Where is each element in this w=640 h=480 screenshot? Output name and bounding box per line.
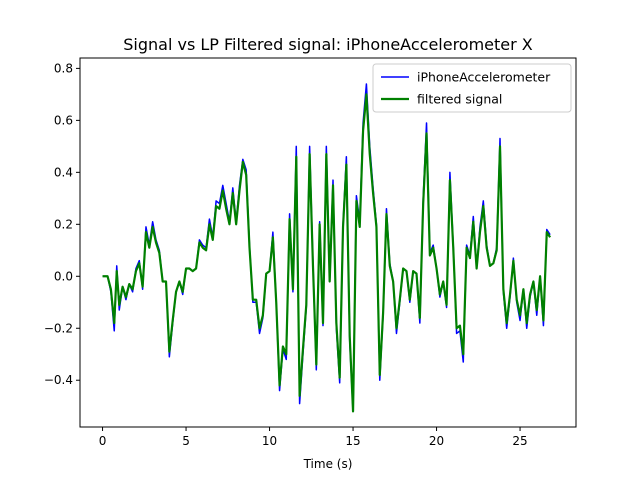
y-tick-label: 0.0 — [54, 269, 73, 283]
x-tick-label: 0 — [99, 434, 107, 448]
legend-label-2: filtered signal — [417, 92, 502, 107]
legend: iPhoneAccelerometer filtered signal — [372, 63, 572, 113]
legend-label-1: iPhoneAccelerometer — [417, 70, 551, 85]
y-tick-label: 0.2 — [54, 217, 73, 231]
axes-frame — [79, 57, 577, 428]
x-axis: 0 5 10 15 20 25 — [99, 427, 528, 448]
y-tick-label: 0.8 — [54, 61, 73, 75]
chart-title: Signal vs LP Filtered signal: iPhoneAcce… — [123, 35, 533, 54]
x-tick-label: 25 — [512, 434, 527, 448]
plot-area — [79, 57, 577, 428]
series-line-2 — [102, 93, 552, 413]
x-tick-label: 20 — [429, 434, 444, 448]
x-tick-label: 10 — [262, 434, 277, 448]
x-tick-label: 15 — [345, 434, 360, 448]
y-tick-label: −0.4 — [44, 373, 73, 387]
legend-box — [372, 63, 572, 113]
y-tick-label: 0.6 — [54, 113, 73, 127]
y-tick-label: 0.4 — [54, 165, 73, 179]
y-tick-label: −0.2 — [44, 321, 73, 335]
x-tick-label: 5 — [182, 434, 190, 448]
y-axis: −0.4 −0.2 0.0 0.2 0.4 0.6 0.8 — [44, 61, 80, 387]
x-axis-label: Time (s) — [303, 457, 353, 471]
